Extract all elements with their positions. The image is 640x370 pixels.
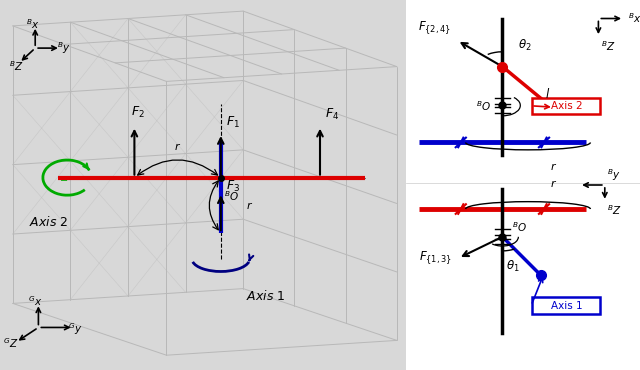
Text: $-$: $-$ [59,174,68,185]
Text: $l$: $l$ [545,87,550,101]
Text: $^By$: $^By$ [607,167,621,183]
FancyBboxPatch shape [532,98,600,114]
Text: $\mathit{F_3}$: $\mathit{F_3}$ [226,179,240,194]
Text: $r$: $r$ [174,141,181,152]
Text: $^BO$: $^BO$ [512,220,527,234]
Text: $\mathit{Axis\ 2}$: $\mathit{Axis\ 2}$ [29,215,68,229]
Text: $^BZ$: $^BZ$ [9,59,23,73]
Text: $r$: $r$ [550,178,557,189]
Text: $\mathit{F_1}$: $\mathit{F_1}$ [226,114,240,130]
Text: $\mathit{F_2}$: $\mathit{F_2}$ [131,105,145,120]
Text: $\theta_2$: $\theta_2$ [518,37,532,53]
Text: $^By$: $^By$ [57,40,71,56]
Bar [406,0,640,370]
Text: $^Bx$: $^Bx$ [628,11,640,25]
Text: $^Bx$: $^Bx$ [26,17,40,31]
Text: $\mathit{Axis\ 1}$: $\mathit{Axis\ 1}$ [246,289,286,303]
Text: $^Gx$: $^Gx$ [28,295,42,309]
Text: Axis 1: Axis 1 [550,300,582,311]
Text: $^GZ$: $^GZ$ [3,336,19,350]
Text: $^BZ$: $^BZ$ [601,39,616,53]
Text: $^BO$: $^BO$ [224,189,239,202]
Text: $r$: $r$ [550,161,557,172]
Text: $^Gy$: $^Gy$ [68,322,83,337]
Text: Axis 2: Axis 2 [550,101,582,111]
Text: $\mathit{F_4}$: $\mathit{F_4}$ [325,107,339,122]
Text: $F_{\{2,4\}}$: $F_{\{2,4\}}$ [418,19,451,37]
Bar [0,0,406,370]
Text: $F_{\{1,3\}}$: $F_{\{1,3\}}$ [419,249,452,267]
Text: $^BO$: $^BO$ [476,99,491,113]
FancyBboxPatch shape [532,297,600,314]
Text: $\theta_1$: $\theta_1$ [506,259,519,274]
Text: $^BZ$: $^BZ$ [607,204,622,217]
Text: $r$: $r$ [246,200,253,211]
